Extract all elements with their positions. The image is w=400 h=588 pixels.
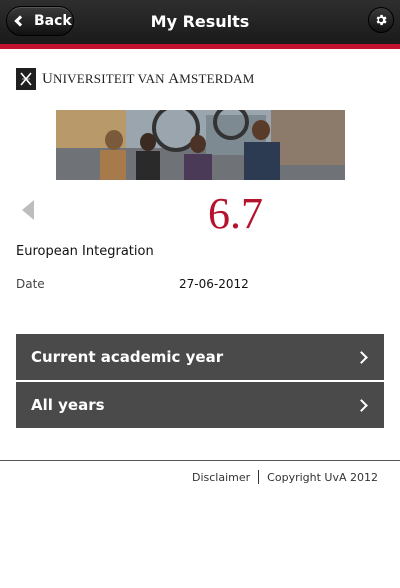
back-button[interactable]: Back bbox=[6, 6, 74, 36]
current-academic-year-button[interactable]: Current academic year bbox=[16, 334, 384, 380]
list-item-label: All years bbox=[31, 396, 105, 414]
date-value: 27-06-2012 bbox=[179, 277, 249, 291]
list-item-label: Current academic year bbox=[31, 348, 224, 366]
chevron-right-icon bbox=[355, 399, 368, 412]
arrow-left-icon bbox=[22, 200, 34, 220]
chevron-left-icon bbox=[14, 15, 26, 27]
grade-value: 6.7 bbox=[208, 189, 263, 238]
chevron-right-icon bbox=[355, 351, 368, 364]
copyright-text: Copyright UvA 2012 bbox=[267, 470, 378, 484]
banner-photo bbox=[56, 110, 345, 180]
footer-separator bbox=[258, 470, 260, 484]
settings-button[interactable] bbox=[368, 7, 394, 33]
university-name: UNIVERSITEIT VAN AMSTERDAM bbox=[42, 70, 255, 87]
gear-icon bbox=[376, 14, 387, 26]
navigation-bar: Back My Results bbox=[0, 0, 400, 44]
course-name: European Integration bbox=[16, 244, 154, 259]
all-years-button[interactable]: All years bbox=[16, 382, 384, 428]
header-accent-line bbox=[0, 44, 400, 49]
footer-divider bbox=[0, 460, 400, 461]
university-logo: UNIVERSITEIT VAN AMSTERDAM bbox=[16, 68, 255, 90]
disclaimer-link[interactable]: Disclaimer bbox=[192, 470, 251, 484]
crest-icon bbox=[16, 68, 36, 90]
previous-result-button[interactable] bbox=[18, 198, 36, 226]
back-button-label: Back bbox=[34, 13, 72, 29]
date-label: Date bbox=[16, 277, 45, 291]
footer: Disclaimer Copyright UvA 2012 bbox=[192, 470, 378, 484]
